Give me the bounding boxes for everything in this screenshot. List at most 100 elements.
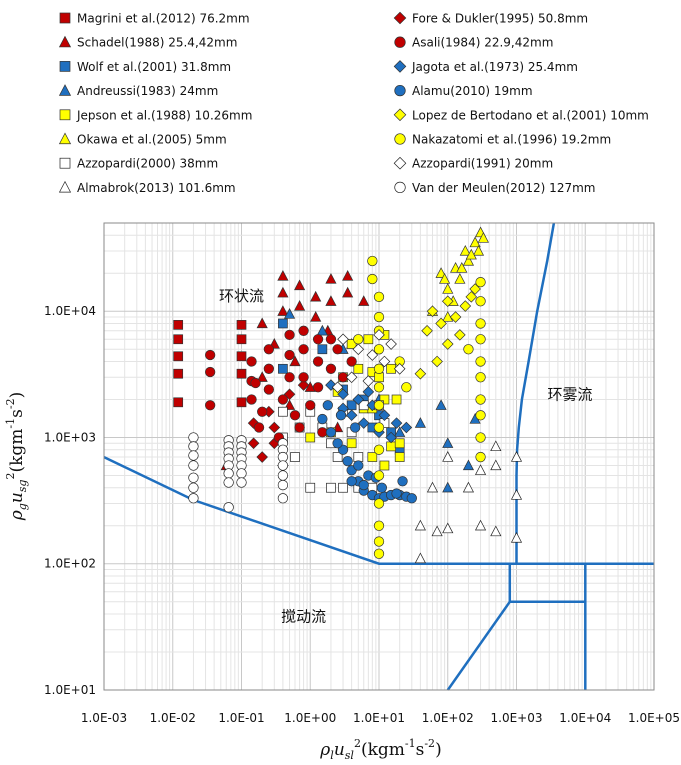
data-point <box>373 329 385 341</box>
data-point <box>353 460 364 471</box>
data-point <box>305 400 316 411</box>
data-point <box>510 489 523 500</box>
data-point <box>439 272 451 284</box>
data-point <box>278 318 288 329</box>
data-point <box>263 363 275 374</box>
data-point <box>256 317 268 329</box>
data-point <box>173 368 184 379</box>
data-point <box>421 325 433 337</box>
data-point <box>223 477 234 488</box>
data-point <box>475 277 486 288</box>
data-point <box>367 255 378 267</box>
data-point <box>373 498 385 509</box>
legend-label: Magrini et al.(2012) 76.2mm <box>77 12 250 26</box>
legend-marker <box>58 35 72 48</box>
data-point <box>188 482 199 493</box>
data-point <box>325 363 337 374</box>
data-point <box>247 437 260 450</box>
data-point <box>441 338 454 350</box>
data-point <box>277 460 289 471</box>
data-point <box>346 476 357 487</box>
data-point <box>474 519 487 531</box>
data-point <box>373 291 385 303</box>
x-tick-label: 1.0E+03 <box>491 711 543 725</box>
data-point <box>463 344 474 355</box>
data-point <box>379 460 390 471</box>
data-point <box>236 477 247 488</box>
data-point <box>257 406 268 417</box>
data-point <box>358 295 370 306</box>
legend-label: Azzopardi(2000) 38mm <box>77 157 218 171</box>
y-axis-title: ρgusg2(kgm-1s-2) <box>4 392 29 521</box>
legend-label: Okawa et al.(2005) 5mm <box>77 133 227 147</box>
data-point <box>310 310 322 322</box>
data-point <box>188 450 199 461</box>
data-point <box>317 427 328 438</box>
data-point <box>188 493 199 504</box>
region-label: 环状流 <box>219 287 264 305</box>
data-point <box>305 432 316 443</box>
data-point <box>462 459 475 471</box>
data-point <box>474 464 487 475</box>
data-point <box>325 272 337 284</box>
data-point <box>441 295 454 308</box>
data-point <box>289 355 301 367</box>
data-point <box>390 417 403 429</box>
legend-marker <box>393 108 407 122</box>
data-point <box>188 460 199 471</box>
data-point <box>352 393 365 406</box>
data-point <box>325 427 337 438</box>
data-point <box>256 451 268 463</box>
data-point <box>394 438 405 449</box>
data-point <box>277 470 289 481</box>
data-point <box>394 452 405 462</box>
data-point <box>475 394 486 405</box>
data-point <box>378 409 391 422</box>
data-point <box>397 476 408 487</box>
data-point <box>376 482 387 493</box>
data-point <box>442 282 454 294</box>
data-point <box>442 310 454 322</box>
data-point <box>188 441 199 452</box>
data-point <box>475 372 486 383</box>
data-point <box>332 344 343 355</box>
data-point <box>401 382 412 393</box>
data-point <box>414 367 427 380</box>
data-point <box>391 394 402 405</box>
data-point <box>373 382 385 393</box>
data-point <box>294 279 306 291</box>
x-axis-title: ρlusl2(kgm-1s-2) <box>319 737 441 762</box>
data-point <box>385 431 397 444</box>
data-point <box>223 502 234 513</box>
data-point <box>490 440 502 452</box>
data-point <box>188 472 199 483</box>
data-point <box>362 375 375 387</box>
data-point <box>414 417 426 428</box>
data-point <box>379 394 390 405</box>
data-point <box>337 333 349 346</box>
data-point <box>305 482 316 493</box>
data-point <box>256 371 268 382</box>
legend-marker <box>59 109 71 121</box>
data-point <box>435 317 447 330</box>
data-point <box>246 394 257 405</box>
data-point <box>475 432 486 443</box>
x-tick-label: 1.0E+04 <box>559 711 611 725</box>
legend-label: Jagota et al.(1973) 25.4mm <box>411 60 578 74</box>
data-point <box>475 410 486 421</box>
data-point <box>373 400 385 411</box>
plot-border <box>103 222 655 691</box>
data-point <box>475 356 486 367</box>
legend-label: Azzopardi(1991) 20mm <box>412 157 553 171</box>
legend-marker <box>393 156 407 170</box>
data-point <box>277 270 289 281</box>
data-point <box>490 459 502 471</box>
legend-label: Jepson et al.(1988) 10.26mm <box>76 108 252 122</box>
data-point <box>426 481 439 493</box>
x-tick-labels: 1.0E-03 1.0E-02 1.0E-01 1.0E+00 1.0E+01 1.0E+… <box>81 711 680 725</box>
legend-label: Almabrok(2013) 101.6mm <box>77 181 236 195</box>
data-point <box>277 394 289 405</box>
data-point <box>373 470 385 481</box>
data-point <box>332 438 343 449</box>
data-point <box>278 406 288 417</box>
